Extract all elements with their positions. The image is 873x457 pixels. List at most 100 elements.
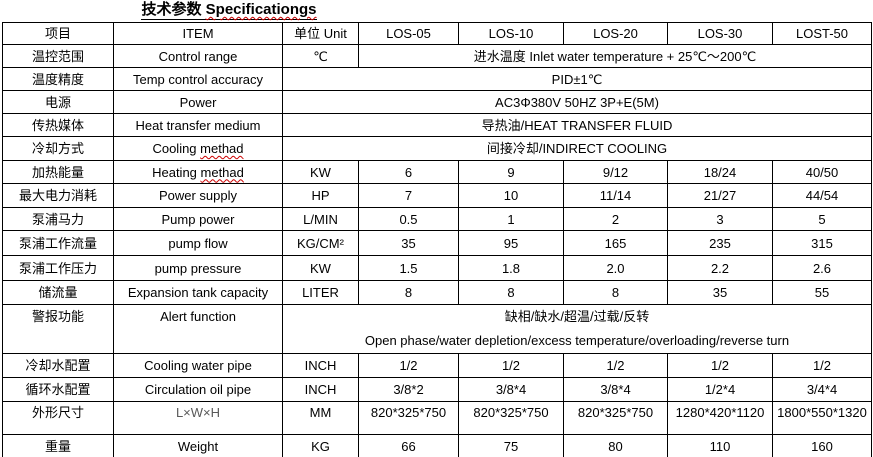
value-cell: 1/2 bbox=[667, 353, 773, 378]
column-header-item-en: ITEM bbox=[113, 22, 283, 45]
value-cell: 55 bbox=[772, 280, 872, 305]
specifications-table: 项目 ITEM 单位 Unit LOS-05 LOS-10 LOS-20 LOS… bbox=[2, 22, 872, 457]
alert-line-cn: 缺相/缺水/超温/过载/反转 bbox=[504, 309, 650, 324]
value-cell: 820*325*750 bbox=[563, 401, 668, 435]
column-header-los-20: LOS-20 bbox=[563, 22, 668, 45]
value-cell: 5 bbox=[772, 207, 872, 231]
row-label-cn: 循环水配置 bbox=[2, 377, 114, 402]
merged-value-cell: 导热油/HEAT TRANSFER FLUID bbox=[282, 113, 872, 137]
value-cell: 1800*550*1320 bbox=[772, 401, 872, 435]
value-cell: 8 bbox=[458, 280, 564, 305]
unit-cell: L/MIN bbox=[282, 207, 359, 231]
row-cooling-method: 冷却方式 Cooling methad 间接冷却/INDIRECT COOLIN… bbox=[2, 136, 872, 161]
value-cell: 1.8 bbox=[458, 255, 564, 281]
unit-cell: INCH bbox=[282, 353, 359, 378]
value-cell: 1 bbox=[458, 207, 564, 231]
unit-cell: LITER bbox=[282, 280, 359, 305]
value-cell: 110 bbox=[667, 434, 773, 457]
value-cell: 2.6 bbox=[772, 255, 872, 281]
value-cell: 75 bbox=[458, 434, 564, 457]
row-alert-function: 警报功能 Alert function 缺相/缺水/超温/过载/反转 Open … bbox=[2, 304, 872, 354]
value-cell: 3/8*2 bbox=[358, 377, 459, 402]
unit-cell: INCH bbox=[282, 377, 359, 402]
value-cell: 2 bbox=[563, 207, 668, 231]
value-cell: 3/8*4 bbox=[563, 377, 668, 402]
sheet-title-cn: 技术参数 bbox=[141, 1, 202, 18]
value-cell: 80 bbox=[563, 434, 668, 457]
value-cell: 7 bbox=[358, 183, 459, 208]
row-label-cn: 泵浦工作流量 bbox=[2, 230, 114, 256]
alert-line-en: Open phase/water depletion/excess temper… bbox=[364, 333, 790, 348]
merged-value-cell: PID±1℃ bbox=[282, 67, 872, 91]
row-label-en: Heat transfer medium bbox=[113, 113, 283, 137]
value-cell: 2.0 bbox=[563, 255, 668, 281]
row-label-en: pump pressure bbox=[113, 255, 283, 281]
column-header-unit: 单位 Unit bbox=[282, 22, 359, 45]
row-power: 电源 Power AC3Φ380V 50HZ 3P+E(5M) bbox=[2, 90, 872, 114]
row-label-cn: 冷却水配置 bbox=[2, 353, 114, 378]
column-header-los-05: LOS-05 bbox=[358, 22, 459, 45]
merged-value-cell: 缺相/缺水/超温/过载/反转 Open phase/water depletio… bbox=[282, 304, 872, 354]
value-cell: 95 bbox=[458, 230, 564, 256]
row-label-cn: 加热能量 bbox=[2, 160, 114, 184]
row-heating-capacity: 加热能量 Heating methad KW 6 9 9/12 18/24 40… bbox=[2, 160, 872, 184]
value-cell: 1/2 bbox=[358, 353, 459, 378]
merged-value-cell: AC3Φ380V 50HZ 3P+E(5M) bbox=[282, 90, 872, 114]
value-cell: 820*325*750 bbox=[458, 401, 564, 435]
value-cell: 160 bbox=[772, 434, 872, 457]
row-label-cn: 温度精度 bbox=[2, 67, 114, 91]
value-cell: 1/2 bbox=[458, 353, 564, 378]
value-cell: 165 bbox=[563, 230, 668, 256]
value-cell: 11/14 bbox=[563, 183, 668, 208]
row-label-en: Temp control accuracy bbox=[113, 67, 283, 91]
value-cell: 9 bbox=[458, 160, 564, 184]
row-label-en: Power bbox=[113, 90, 283, 114]
row-label-cn: 储流量 bbox=[2, 280, 114, 305]
value-cell: 66 bbox=[358, 434, 459, 457]
row-label-cn: 温控范围 bbox=[2, 44, 114, 68]
row-label-en: Cooling water pipe bbox=[113, 353, 283, 378]
column-header-item-cn: 项目 bbox=[2, 22, 114, 45]
value-cell: 9/12 bbox=[563, 160, 668, 184]
row-label-en: Weight bbox=[113, 434, 283, 457]
row-tank-capacity: 储流量 Expansion tank capacity LITER 8 8 8 … bbox=[2, 280, 872, 305]
value-cell: 8 bbox=[563, 280, 668, 305]
row-circulation-oil-pipe: 循环水配置 Circulation oil pipe INCH 3/8*2 3/… bbox=[2, 377, 872, 402]
column-header-los-10: LOS-10 bbox=[458, 22, 564, 45]
value-cell: 1/2*4 bbox=[667, 377, 773, 402]
unit-cell: KG bbox=[282, 434, 359, 457]
value-cell: 3/8*4 bbox=[458, 377, 564, 402]
row-label-cn: 警报功能 bbox=[2, 304, 114, 354]
row-label-cn: 电源 bbox=[2, 90, 114, 114]
unit-cell: HP bbox=[282, 183, 359, 208]
row-temp-accuracy: 温度精度 Temp control accuracy PID±1℃ bbox=[2, 67, 872, 91]
value-cell: 820*325*750 bbox=[358, 401, 459, 435]
row-label-en: Power supply bbox=[113, 183, 283, 208]
value-cell: 235 bbox=[667, 230, 773, 256]
row-pump-power: 泵浦马力 Pump power L/MIN 0.5 1 2 3 5 bbox=[2, 207, 872, 231]
row-label-cn: 冷却方式 bbox=[2, 136, 114, 161]
value-cell: 3/4*4 bbox=[772, 377, 872, 402]
value-cell: 18/24 bbox=[667, 160, 773, 184]
value-cell: 21/27 bbox=[667, 183, 773, 208]
value-cell: 1280*420*1120 bbox=[667, 401, 773, 435]
row-heat-transfer-medium: 传热媒体 Heat transfer medium 导热油/HEAT TRANS… bbox=[2, 113, 872, 137]
row-cooling-water-pipe: 冷却水配置 Cooling water pipe INCH 1/2 1/2 1/… bbox=[2, 353, 872, 378]
value-cell: 2.2 bbox=[667, 255, 773, 281]
row-label-en: Circulation oil pipe bbox=[113, 377, 283, 402]
sheet-title-en: Specificationgs bbox=[205, 1, 317, 18]
unit-cell: KW bbox=[282, 255, 359, 281]
row-label-cn: 泵浦马力 bbox=[2, 207, 114, 231]
value-cell: 1.5 bbox=[358, 255, 459, 281]
row-dimensions: 外形尺寸 L×W×H MM 820*325*750 820*325*750 82… bbox=[2, 401, 872, 435]
unit-cell: ℃ bbox=[282, 44, 359, 68]
unit-cell: KG/CM² bbox=[282, 230, 359, 256]
merged-value-cell: 进水温度 Inlet water temperature + 25℃～200℃ bbox=[358, 44, 872, 68]
sheet-title: 技术参数 Specificationgs bbox=[0, 0, 458, 22]
merged-value-cell: 间接冷却/INDIRECT COOLING bbox=[282, 136, 872, 161]
row-label-cn: 传热媒体 bbox=[2, 113, 114, 137]
row-label-en: Control range bbox=[113, 44, 283, 68]
row-label-cn: 最大电力消耗 bbox=[2, 183, 114, 208]
row-label-cn: 重量 bbox=[2, 434, 114, 457]
